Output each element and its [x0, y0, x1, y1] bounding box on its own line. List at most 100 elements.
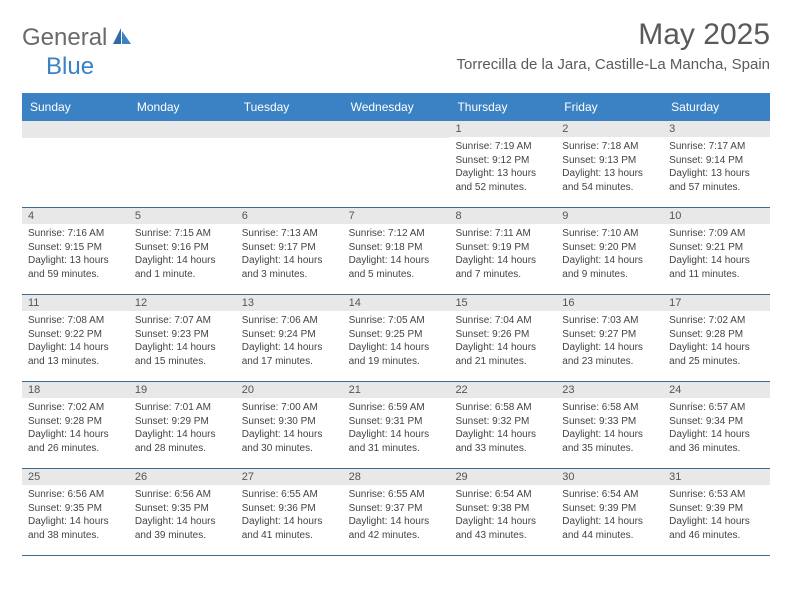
logo-text-general: General	[22, 24, 107, 52]
location-text: Torrecilla de la Jara, Castille-La Manch…	[457, 56, 770, 73]
day-body: Sunrise: 6:59 AMSunset: 9:31 PMDaylight:…	[343, 398, 450, 459]
day-sunrise: Sunrise: 6:54 AM	[562, 488, 657, 502]
day-daylight: Daylight: 14 hours	[562, 254, 657, 268]
day-date: 30	[556, 469, 663, 485]
calendar-week: 25Sunrise: 6:56 AMSunset: 9:35 PMDayligh…	[22, 468, 770, 555]
day-sunset: Sunset: 9:16 PM	[135, 241, 230, 255]
day-sunrise: Sunrise: 7:15 AM	[135, 227, 230, 241]
day-daylight: Daylight: 14 hours	[455, 515, 550, 529]
day-body	[236, 138, 343, 145]
day-sunset: Sunset: 9:23 PM	[135, 328, 230, 342]
calendar-day: 5Sunrise: 7:15 AMSunset: 9:16 PMDaylight…	[129, 208, 236, 294]
calendar-day: 20Sunrise: 7:00 AMSunset: 9:30 PMDayligh…	[236, 382, 343, 468]
calendar-day: 29Sunrise: 6:54 AMSunset: 9:38 PMDayligh…	[449, 469, 556, 555]
day-sunrise: Sunrise: 7:12 AM	[349, 227, 444, 241]
calendar-day: 30Sunrise: 6:54 AMSunset: 9:39 PMDayligh…	[556, 469, 663, 555]
calendar-day: 17Sunrise: 7:02 AMSunset: 9:28 PMDayligh…	[663, 295, 770, 381]
day-daylight: Daylight: 14 hours	[455, 341, 550, 355]
day-date: 4	[22, 208, 129, 224]
day-sunset: Sunset: 9:21 PM	[669, 241, 764, 255]
day-sunset: Sunset: 9:26 PM	[455, 328, 550, 342]
day-sunset: Sunset: 9:17 PM	[242, 241, 337, 255]
day-sunset: Sunset: 9:28 PM	[669, 328, 764, 342]
calendar-week: 11Sunrise: 7:08 AMSunset: 9:22 PMDayligh…	[22, 294, 770, 381]
calendar-day: 16Sunrise: 7:03 AMSunset: 9:27 PMDayligh…	[556, 295, 663, 381]
day-sunrise: Sunrise: 7:17 AM	[669, 140, 764, 154]
day-daylight: and 21 minutes.	[455, 355, 550, 369]
weekday-header-row: Sunday Monday Tuesday Wednesday Thursday…	[22, 93, 770, 121]
day-body: Sunrise: 7:16 AMSunset: 9:15 PMDaylight:…	[22, 224, 129, 285]
day-daylight: Daylight: 14 hours	[669, 515, 764, 529]
day-sunset: Sunset: 9:39 PM	[562, 502, 657, 516]
day-daylight: and 26 minutes.	[28, 442, 123, 456]
day-daylight: Daylight: 13 hours	[669, 167, 764, 181]
day-date: 1	[449, 121, 556, 137]
calendar-day: 21Sunrise: 6:59 AMSunset: 9:31 PMDayligh…	[343, 382, 450, 468]
calendar-day: 28Sunrise: 6:55 AMSunset: 9:37 PMDayligh…	[343, 469, 450, 555]
day-sunset: Sunset: 9:13 PM	[562, 154, 657, 168]
day-date: 12	[129, 295, 236, 311]
day-sunset: Sunset: 9:27 PM	[562, 328, 657, 342]
day-daylight: and 31 minutes.	[349, 442, 444, 456]
day-daylight: and 44 minutes.	[562, 529, 657, 543]
day-daylight: and 43 minutes.	[455, 529, 550, 543]
day-sunset: Sunset: 9:28 PM	[28, 415, 123, 429]
day-sunset: Sunset: 9:39 PM	[669, 502, 764, 516]
day-sunrise: Sunrise: 6:53 AM	[669, 488, 764, 502]
day-date: 29	[449, 469, 556, 485]
day-daylight: and 57 minutes.	[669, 181, 764, 195]
day-body: Sunrise: 6:54 AMSunset: 9:38 PMDaylight:…	[449, 485, 556, 546]
day-daylight: Daylight: 14 hours	[669, 428, 764, 442]
day-body: Sunrise: 7:03 AMSunset: 9:27 PMDaylight:…	[556, 311, 663, 372]
day-date: 7	[343, 208, 450, 224]
day-daylight: Daylight: 14 hours	[349, 428, 444, 442]
day-daylight: Daylight: 14 hours	[669, 254, 764, 268]
day-sunset: Sunset: 9:14 PM	[669, 154, 764, 168]
day-sunset: Sunset: 9:12 PM	[455, 154, 550, 168]
day-daylight: and 52 minutes.	[455, 181, 550, 195]
day-sunrise: Sunrise: 6:58 AM	[455, 401, 550, 415]
calendar-day: 31Sunrise: 6:53 AMSunset: 9:39 PMDayligh…	[663, 469, 770, 555]
weekday-header: Monday	[129, 93, 236, 121]
calendar-day: 8Sunrise: 7:11 AMSunset: 9:19 PMDaylight…	[449, 208, 556, 294]
day-date: 26	[129, 469, 236, 485]
day-body: Sunrise: 7:04 AMSunset: 9:26 PMDaylight:…	[449, 311, 556, 372]
day-date: 3	[663, 121, 770, 137]
day-date: 10	[663, 208, 770, 224]
day-sunset: Sunset: 9:33 PM	[562, 415, 657, 429]
day-daylight: Daylight: 14 hours	[135, 254, 230, 268]
logo-text-blue: Blue	[46, 53, 94, 80]
day-sunrise: Sunrise: 6:59 AM	[349, 401, 444, 415]
day-daylight: and 7 minutes.	[455, 268, 550, 282]
calendar-day: 13Sunrise: 7:06 AMSunset: 9:24 PMDayligh…	[236, 295, 343, 381]
day-date: 20	[236, 382, 343, 398]
day-daylight: Daylight: 14 hours	[135, 341, 230, 355]
day-body: Sunrise: 7:15 AMSunset: 9:16 PMDaylight:…	[129, 224, 236, 285]
day-daylight: Daylight: 14 hours	[562, 428, 657, 442]
day-sunrise: Sunrise: 6:57 AM	[669, 401, 764, 415]
day-body: Sunrise: 7:02 AMSunset: 9:28 PMDaylight:…	[663, 311, 770, 372]
day-body: Sunrise: 7:12 AMSunset: 9:18 PMDaylight:…	[343, 224, 450, 285]
day-body	[129, 138, 236, 145]
day-daylight: and 1 minute.	[135, 268, 230, 282]
day-daylight: and 46 minutes.	[669, 529, 764, 543]
day-sunrise: Sunrise: 6:54 AM	[455, 488, 550, 502]
calendar-day: 18Sunrise: 7:02 AMSunset: 9:28 PMDayligh…	[22, 382, 129, 468]
day-daylight: Daylight: 14 hours	[455, 254, 550, 268]
day-body: Sunrise: 7:07 AMSunset: 9:23 PMDaylight:…	[129, 311, 236, 372]
day-daylight: and 33 minutes.	[455, 442, 550, 456]
day-date	[129, 121, 236, 138]
day-date: 24	[663, 382, 770, 398]
calendar-day	[343, 121, 450, 207]
day-sunset: Sunset: 9:35 PM	[28, 502, 123, 516]
day-sunrise: Sunrise: 7:02 AM	[28, 401, 123, 415]
day-sunrise: Sunrise: 7:10 AM	[562, 227, 657, 241]
calendar-day: 15Sunrise: 7:04 AMSunset: 9:26 PMDayligh…	[449, 295, 556, 381]
day-body	[22, 138, 129, 145]
day-sunrise: Sunrise: 7:07 AM	[135, 314, 230, 328]
title-block: May 2025 Torrecilla de la Jara, Castille…	[457, 18, 770, 73]
day-sunset: Sunset: 9:15 PM	[28, 241, 123, 255]
day-sunrise: Sunrise: 6:56 AM	[28, 488, 123, 502]
day-date: 14	[343, 295, 450, 311]
day-daylight: and 42 minutes.	[349, 529, 444, 543]
